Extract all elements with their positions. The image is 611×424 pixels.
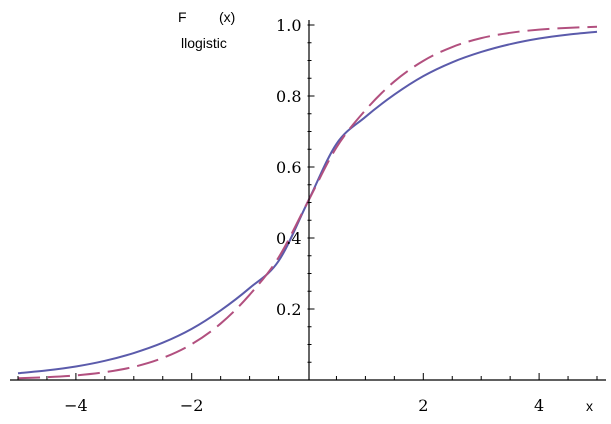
y-axis-label-main: F bbox=[178, 9, 187, 25]
ticks bbox=[17, 24, 598, 380]
tick-labels: −4 −2 2 4 0.2 0.4 0.6 0.8 1.0 bbox=[64, 16, 544, 415]
y-tick-label: 0.4 bbox=[276, 229, 301, 248]
y-tick-label: 0.8 bbox=[276, 87, 301, 106]
y-axis-label-arg: (x) bbox=[219, 9, 235, 25]
x-axis-label: x bbox=[586, 398, 593, 414]
y-tick-label: 1.0 bbox=[276, 16, 301, 35]
y-axis-label-subscript: llogistic bbox=[181, 35, 227, 51]
x-tick-label: −4 bbox=[64, 396, 88, 415]
axes bbox=[10, 20, 606, 381]
x-tick-label: 2 bbox=[418, 396, 428, 415]
x-tick-label: 4 bbox=[534, 396, 544, 415]
y-tick-label: 0.2 bbox=[276, 300, 301, 319]
x-tick-label: −2 bbox=[180, 396, 204, 415]
y-tick-label: 0.6 bbox=[276, 158, 301, 177]
